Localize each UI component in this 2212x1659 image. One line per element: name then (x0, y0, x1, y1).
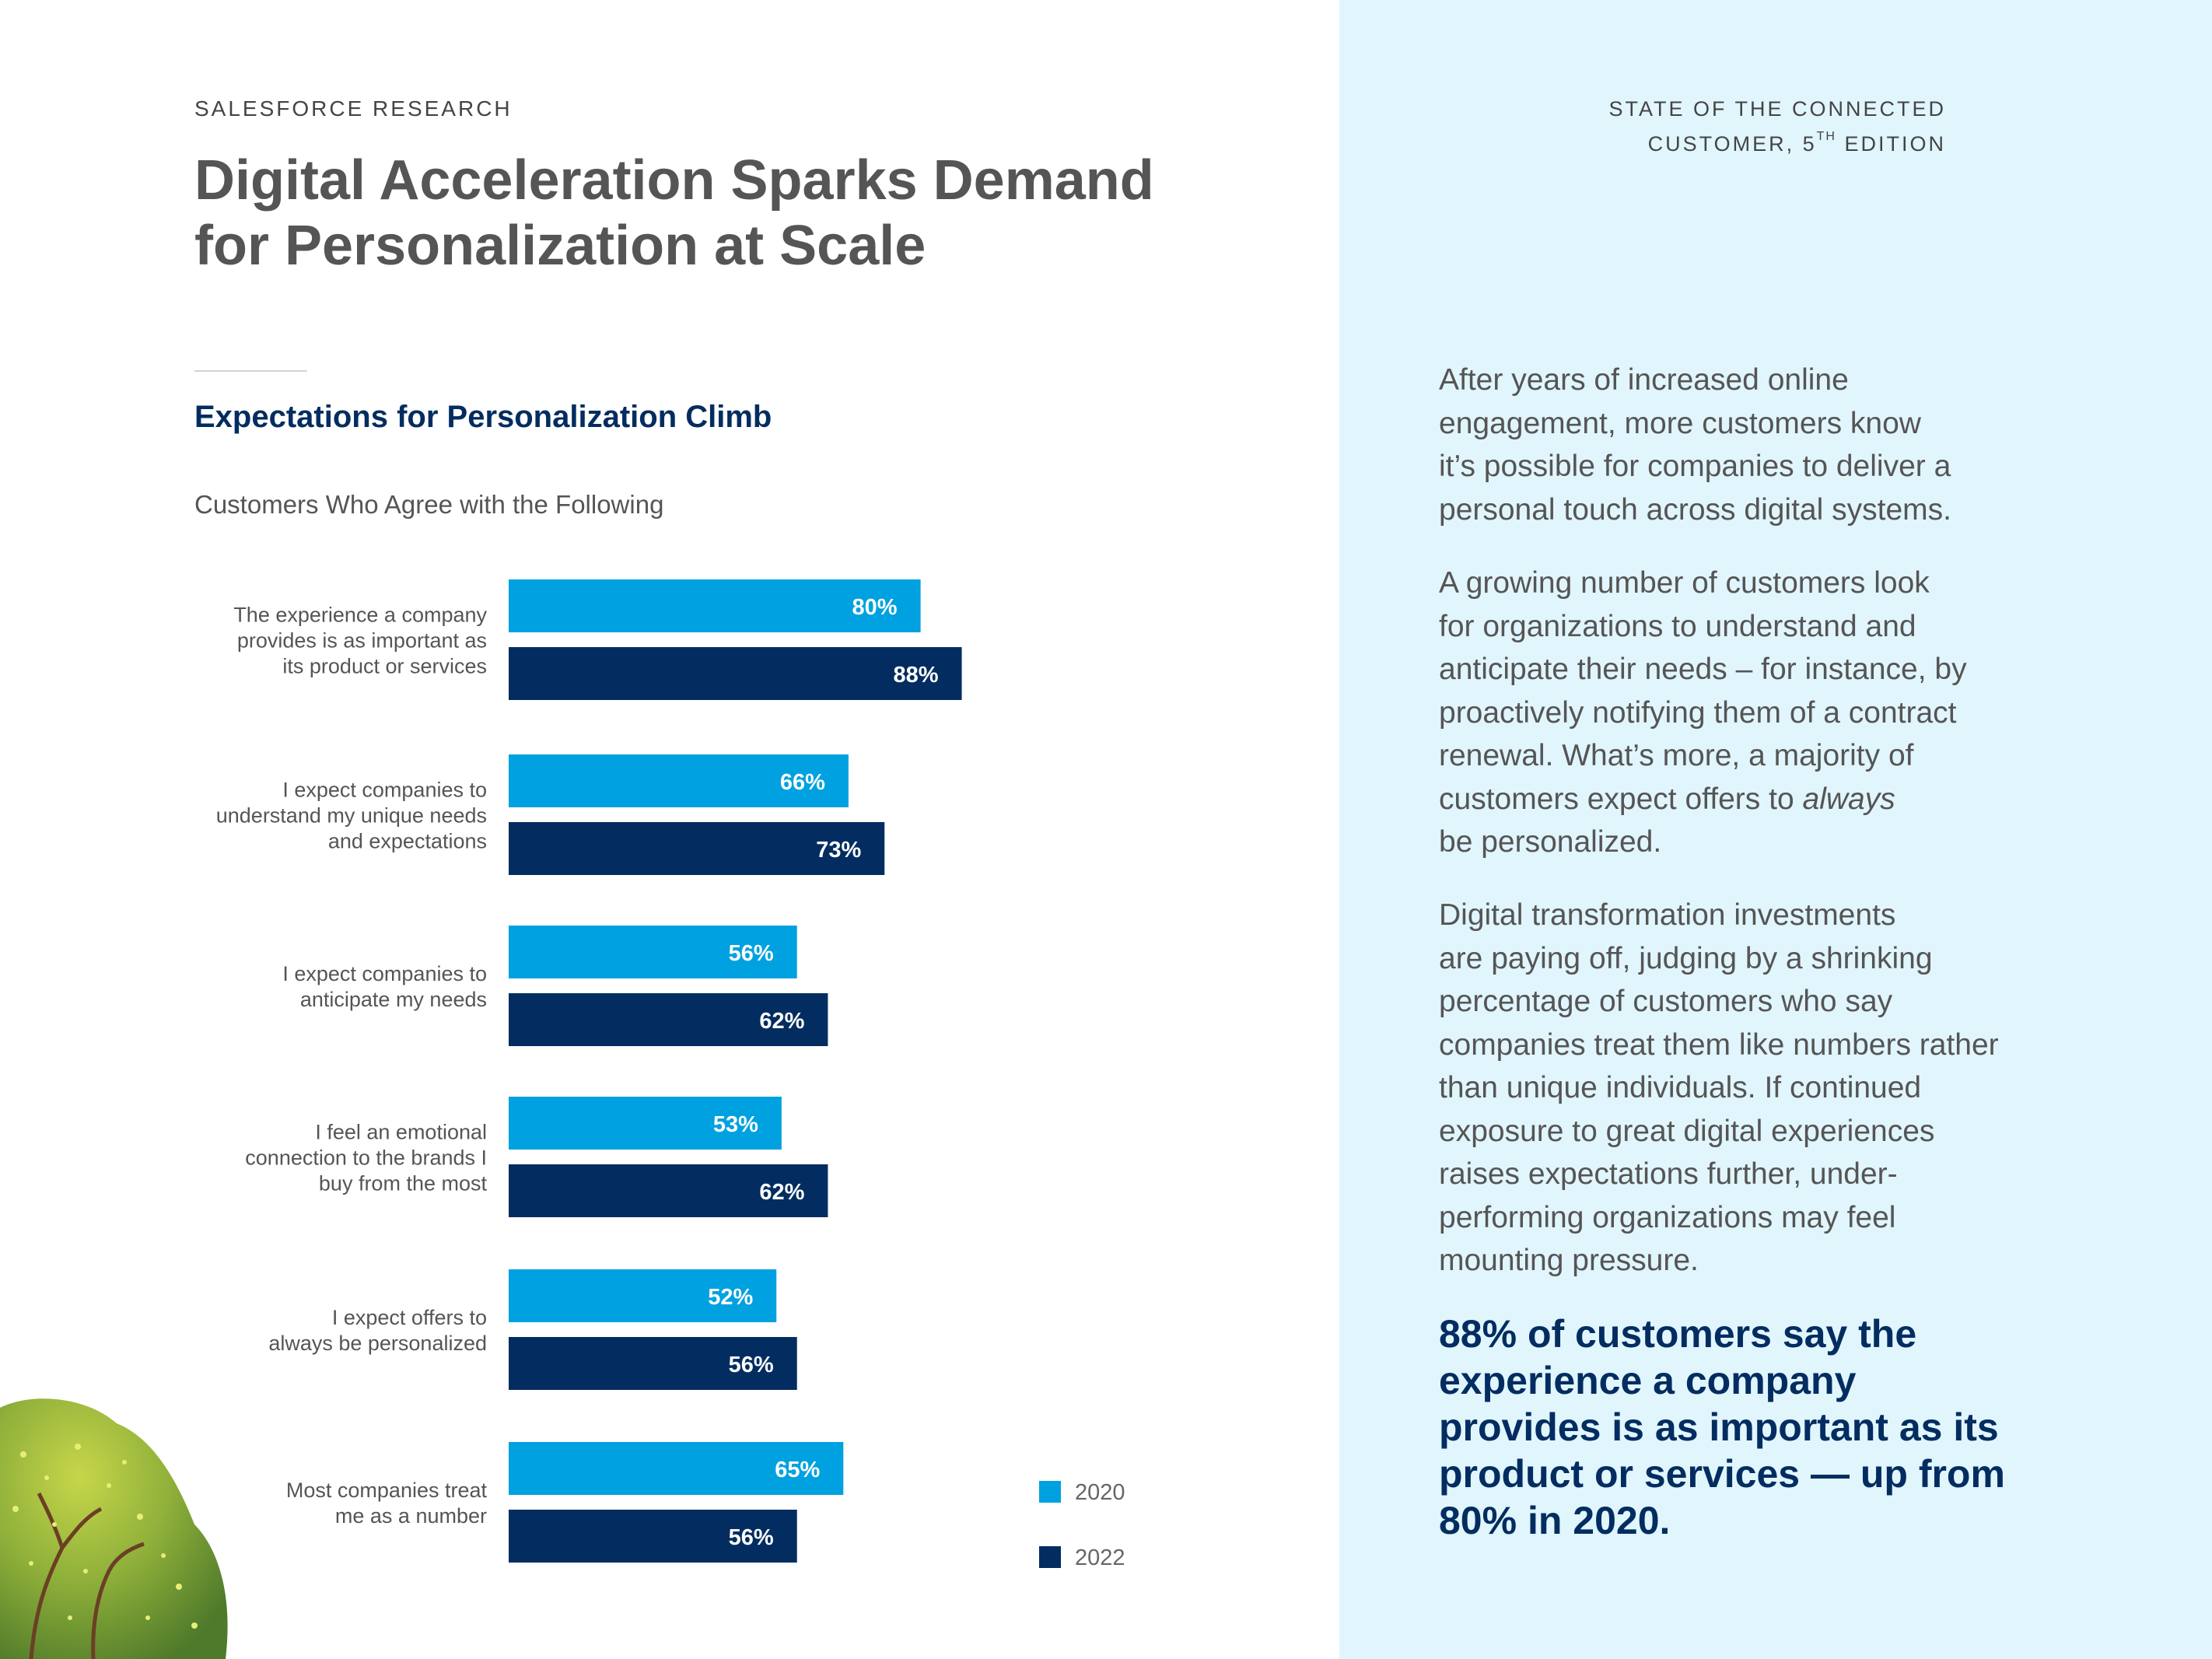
bar-value-label: 88% (894, 663, 939, 688)
bar-value-label: 62% (759, 1180, 804, 1205)
report-name-line2-prefix: CUSTOMER, 5 (1647, 132, 1817, 156)
legend-label: 2022 (1075, 1545, 1125, 1570)
paragraph-line: companies treat them like numbers rather (1439, 1027, 1999, 1062)
chart-subtitle: Customers Who Agree with the Following (194, 490, 664, 519)
paragraph-line: proactively notifying them of a contract (1439, 695, 1957, 730)
callout-line: provides is as important as its (1439, 1405, 1999, 1449)
bar-value-label: 56% (729, 941, 774, 966)
callout-line: experience a company (1439, 1359, 1857, 1402)
bar-2020 (509, 1269, 777, 1322)
callout-line: 80% in 2020. (1439, 1499, 1671, 1542)
legend-swatch-2020 (1039, 1481, 1061, 1503)
paragraph-line: raises expectations further, under- (1439, 1157, 1898, 1191)
category-label: me as a number (335, 1504, 487, 1528)
right-panel (1339, 0, 2212, 1659)
category-label: anticipate my needs (300, 988, 487, 1011)
report-name-sup: TH (1816, 130, 1836, 143)
report-name-line2-suffix: EDITION (1836, 132, 1946, 156)
paragraph-line: renewal. What’s more, a majority of (1439, 739, 1914, 772)
page-title: Digital Acceleration Sparks Demand for P… (194, 148, 1206, 278)
bar-2022 (509, 822, 885, 875)
paragraph-line: anticipate their needs – for instance, b… (1439, 653, 1967, 686)
paragraph-line: are paying off, judging by a shrinking (1439, 941, 1933, 975)
bar-value-label: 80% (852, 595, 898, 620)
category-label: Most companies treat (286, 1479, 488, 1502)
bar-2022 (509, 1164, 828, 1217)
paragraph-line: personal touch across digital systems. (1439, 492, 1951, 527)
paragraph-line: be personalized. (1439, 825, 1662, 859)
paragraph-3: Digital transformation investments are p… (1439, 894, 2092, 1283)
category-label: understand my unique needs (216, 804, 487, 828)
paragraph-emphasis: always (1802, 782, 1895, 816)
paragraph-line: than unique individuals. If continued (1439, 1071, 1922, 1104)
paragraph-1: After years of increased online engageme… (1439, 359, 2092, 531)
bar-value-label: 73% (816, 838, 861, 863)
bar-2020 (509, 1097, 782, 1150)
paragraph-line-prefix: customers expect offers to (1439, 782, 1803, 816)
eyebrow-label: SALESFORCE RESEARCH (194, 96, 513, 121)
paragraph-2: A growing number of customers look for o… (1439, 562, 2092, 864)
bar-2020 (509, 1442, 844, 1495)
paragraph-line: for organizations to understand and (1439, 609, 1916, 643)
paragraph-line: exposure to great digital experiences (1439, 1114, 1935, 1148)
category-label: provides is as important as (237, 629, 487, 653)
callout-stat: 88% of customers say the experience a co… (1439, 1311, 2092, 1544)
report-name-line1: STATE OF THE CONNECTED (1608, 97, 1946, 121)
legend-label: 2020 (1075, 1480, 1125, 1505)
category-label: and expectations (328, 830, 487, 853)
bar-2022 (509, 647, 962, 700)
bar-value-label: 52% (708, 1285, 753, 1310)
category-label: its product or services (282, 655, 487, 678)
bar-value-label: 66% (780, 770, 825, 795)
title-divider (194, 370, 307, 372)
paragraph-line: performing organizations may feel (1439, 1200, 1896, 1234)
callout-line: product or services — up from (1439, 1452, 2005, 1496)
bar-value-label: 56% (729, 1525, 774, 1550)
bush-illustration (0, 1398, 228, 1659)
page-title-line: Digital Acceleration Sparks Demand (194, 149, 1154, 212)
report-name: STATE OF THE CONNECTED CUSTOMER, 5TH EDI… (1324, 93, 1946, 159)
paragraph-line: After years of increased online (1439, 363, 1849, 397)
category-label: I expect companies to (282, 779, 487, 802)
paragraph-line: it’s possible for companies to deliver a (1439, 450, 1951, 483)
bar-2020 (509, 579, 921, 632)
paragraph-line: Digital transformation investments (1439, 898, 1896, 932)
category-label: buy from the most (319, 1172, 488, 1195)
callout-line: 88% of customers say the (1439, 1312, 1917, 1356)
bar-2022 (509, 993, 828, 1046)
bar-2022 (509, 1337, 797, 1390)
chart-title: Expectations for Personalization Climb (194, 400, 772, 434)
bar-value-label: 62% (759, 1009, 804, 1034)
bar-value-label: 53% (713, 1112, 758, 1137)
bar-2020 (509, 926, 797, 978)
bar-value-label: 65% (775, 1458, 820, 1482)
paragraph-line: A growing number of customers look (1439, 566, 1930, 600)
paragraph-line: mounting pressure. (1439, 1244, 1699, 1277)
paragraph-line: customers expect offers to always (1439, 778, 2092, 821)
category-label: I feel an emotional (315, 1121, 487, 1144)
report-name-line2: CUSTOMER, 5TH EDITION (1324, 124, 1946, 159)
paragraph-line: percentage of customers who say (1439, 985, 1893, 1018)
bar-2022 (509, 1510, 797, 1563)
page-title-line: for Personalization at Scale (194, 215, 926, 277)
legend-swatch-2022 (1039, 1546, 1061, 1568)
paragraph-line: engagement, more customers know (1439, 406, 1921, 440)
bar-2020 (509, 754, 849, 807)
category-label: I expect offers to (332, 1306, 487, 1329)
category-label: connection to the brands I (245, 1146, 487, 1170)
category-label: I expect companies to (282, 962, 487, 985)
category-label: The experience a company (233, 604, 487, 627)
bar-value-label: 56% (729, 1353, 774, 1377)
category-label: always be personalized (268, 1332, 487, 1355)
